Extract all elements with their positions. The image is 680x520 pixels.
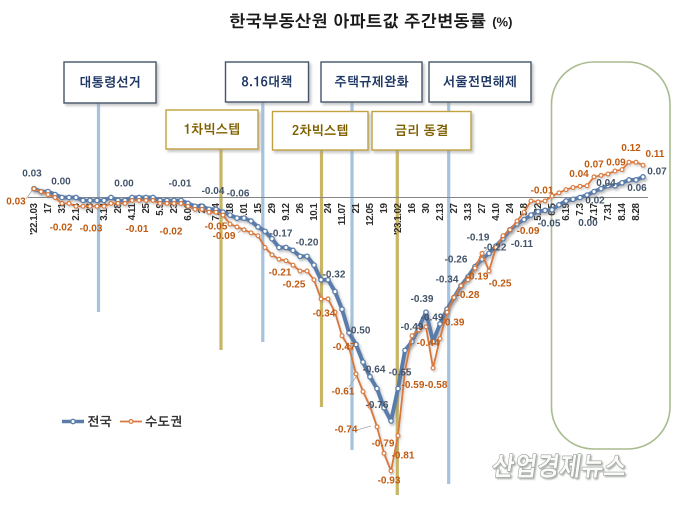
svg-text:0.03: 0.03 — [22, 169, 42, 180]
svg-text:-0.25: -0.25 — [283, 280, 306, 291]
svg-text:-0.58: -0.58 — [425, 380, 448, 391]
svg-text:6.06: 6.06 — [183, 203, 194, 221]
svg-text:7.3: 7.3 — [575, 203, 586, 216]
svg-text:-0.76: -0.76 — [366, 400, 389, 411]
svg-text:28: 28 — [113, 203, 124, 214]
svg-text:-0.49: -0.49 — [421, 313, 444, 324]
svg-text:-0.81: -0.81 — [392, 451, 415, 462]
svg-text:11.07: 11.07 — [337, 203, 348, 226]
svg-text:-0.02: -0.02 — [50, 223, 73, 234]
svg-text:29: 29 — [267, 203, 278, 214]
svg-text:2.14: 2.14 — [71, 203, 82, 221]
svg-text:27: 27 — [477, 203, 488, 214]
svg-text:30: 30 — [421, 203, 432, 214]
svg-text:-0.59: -0.59 — [402, 380, 425, 391]
svg-text:-0.74: -0.74 — [335, 425, 358, 436]
svg-text:-0.19: -0.19 — [466, 272, 489, 283]
svg-text:0.07: 0.07 — [584, 160, 604, 171]
svg-text:-0.25: -0.25 — [489, 279, 512, 290]
svg-text:-0.39: -0.39 — [411, 294, 434, 305]
svg-text:4.10: 4.10 — [491, 203, 502, 221]
svg-text:8.01: 8.01 — [239, 203, 250, 221]
svg-text:25: 25 — [141, 203, 152, 214]
svg-text:-0.44: -0.44 — [417, 338, 440, 349]
svg-text:31: 31 — [57, 203, 68, 214]
svg-text:-0.93: -0.93 — [378, 476, 401, 487]
svg-text:-0.65: -0.65 — [389, 368, 412, 379]
svg-text:0.11: 0.11 — [646, 149, 665, 160]
svg-text:-0.03: -0.03 — [80, 224, 103, 235]
svg-text:0.09: 0.09 — [606, 158, 626, 169]
svg-text:'22.1.03: '22.1.03 — [29, 203, 40, 235]
svg-text:-0.34: -0.34 — [313, 309, 336, 320]
svg-text:-0.20: -0.20 — [296, 238, 319, 249]
svg-text:-0.79: -0.79 — [372, 439, 395, 450]
svg-text:-0.05: -0.05 — [205, 222, 228, 233]
svg-text:2.13: 2.13 — [435, 203, 446, 221]
svg-text:9.12: 9.12 — [281, 203, 292, 221]
svg-text:0.12: 0.12 — [621, 143, 641, 154]
svg-text:18: 18 — [225, 203, 236, 214]
svg-text:0.06: 0.06 — [627, 183, 647, 194]
svg-text:7.17: 7.17 — [589, 203, 600, 221]
svg-text:24: 24 — [505, 203, 516, 214]
svg-text:-0.02: -0.02 — [160, 227, 183, 238]
svg-text:-0.11: -0.11 — [511, 239, 534, 250]
svg-text:-0.19: -0.19 — [467, 233, 490, 244]
svg-text:-0.26: -0.26 — [445, 255, 468, 266]
svg-text:3.14: 3.14 — [99, 203, 110, 221]
svg-text:0.03: 0.03 — [6, 197, 26, 208]
svg-text:6.19: 6.19 — [561, 203, 572, 221]
svg-text:15: 15 — [253, 203, 264, 214]
svg-text:0.00: 0.00 — [51, 177, 71, 188]
svg-text:27: 27 — [449, 203, 460, 214]
svg-text:8.28: 8.28 — [631, 203, 642, 221]
svg-text:-0.49: -0.49 — [401, 322, 424, 333]
svg-text:0.00: 0.00 — [578, 218, 598, 229]
svg-text:-0.09: -0.09 — [213, 231, 236, 242]
svg-text:-0.61: -0.61 — [332, 387, 355, 398]
svg-text:-0.05: -0.05 — [538, 219, 561, 230]
svg-text:-0.09: -0.09 — [517, 226, 540, 237]
svg-text:-0.32: -0.32 — [323, 270, 346, 281]
svg-text:17: 17 — [43, 203, 54, 214]
svg-text:4.11: 4.11 — [127, 203, 138, 221]
svg-text:-0.28: -0.28 — [457, 290, 480, 301]
svg-text:'23.1.02: '23.1.02 — [393, 203, 404, 235]
svg-text:19: 19 — [379, 203, 390, 214]
svg-text:0.04: 0.04 — [596, 178, 616, 189]
svg-text:-0.64: -0.64 — [363, 365, 386, 376]
svg-text:5.9: 5.9 — [155, 203, 166, 216]
svg-text:26: 26 — [295, 203, 306, 214]
svg-text:0.07: 0.07 — [647, 167, 667, 178]
svg-text:3.13: 3.13 — [463, 203, 474, 221]
svg-text:21: 21 — [351, 203, 362, 214]
svg-text:0.02: 0.02 — [585, 196, 605, 207]
svg-text:23: 23 — [169, 203, 180, 214]
svg-text:24: 24 — [323, 203, 334, 214]
svg-text:8.14: 8.14 — [617, 203, 628, 221]
svg-text:-0.01: -0.01 — [531, 186, 554, 197]
svg-text:5.8: 5.8 — [519, 203, 530, 216]
svg-text:(%): (%) — [492, 15, 512, 30]
svg-text:16: 16 — [407, 203, 418, 214]
svg-text:12.05: 12.05 — [365, 203, 376, 226]
svg-text:0.00: 0.00 — [114, 179, 134, 190]
svg-text:-0.04: -0.04 — [202, 186, 225, 197]
svg-text:-0.39: -0.39 — [442, 318, 465, 329]
svg-text:-0.21: -0.21 — [269, 268, 292, 279]
svg-text:-0.06: -0.06 — [227, 189, 250, 200]
svg-text:-0.34: -0.34 — [436, 275, 459, 286]
svg-text:-0.17: -0.17 — [270, 229, 293, 240]
svg-text:0.04: 0.04 — [569, 169, 589, 180]
svg-text:-0.50: -0.50 — [348, 326, 371, 337]
svg-text:7.31: 7.31 — [603, 203, 614, 221]
svg-text:-0.22: -0.22 — [484, 243, 507, 254]
svg-text:-0.47: -0.47 — [333, 342, 356, 353]
svg-text:10.1: 10.1 — [309, 203, 320, 221]
svg-text:-0.01: -0.01 — [126, 224, 149, 235]
svg-text:-0.01: -0.01 — [169, 179, 192, 190]
